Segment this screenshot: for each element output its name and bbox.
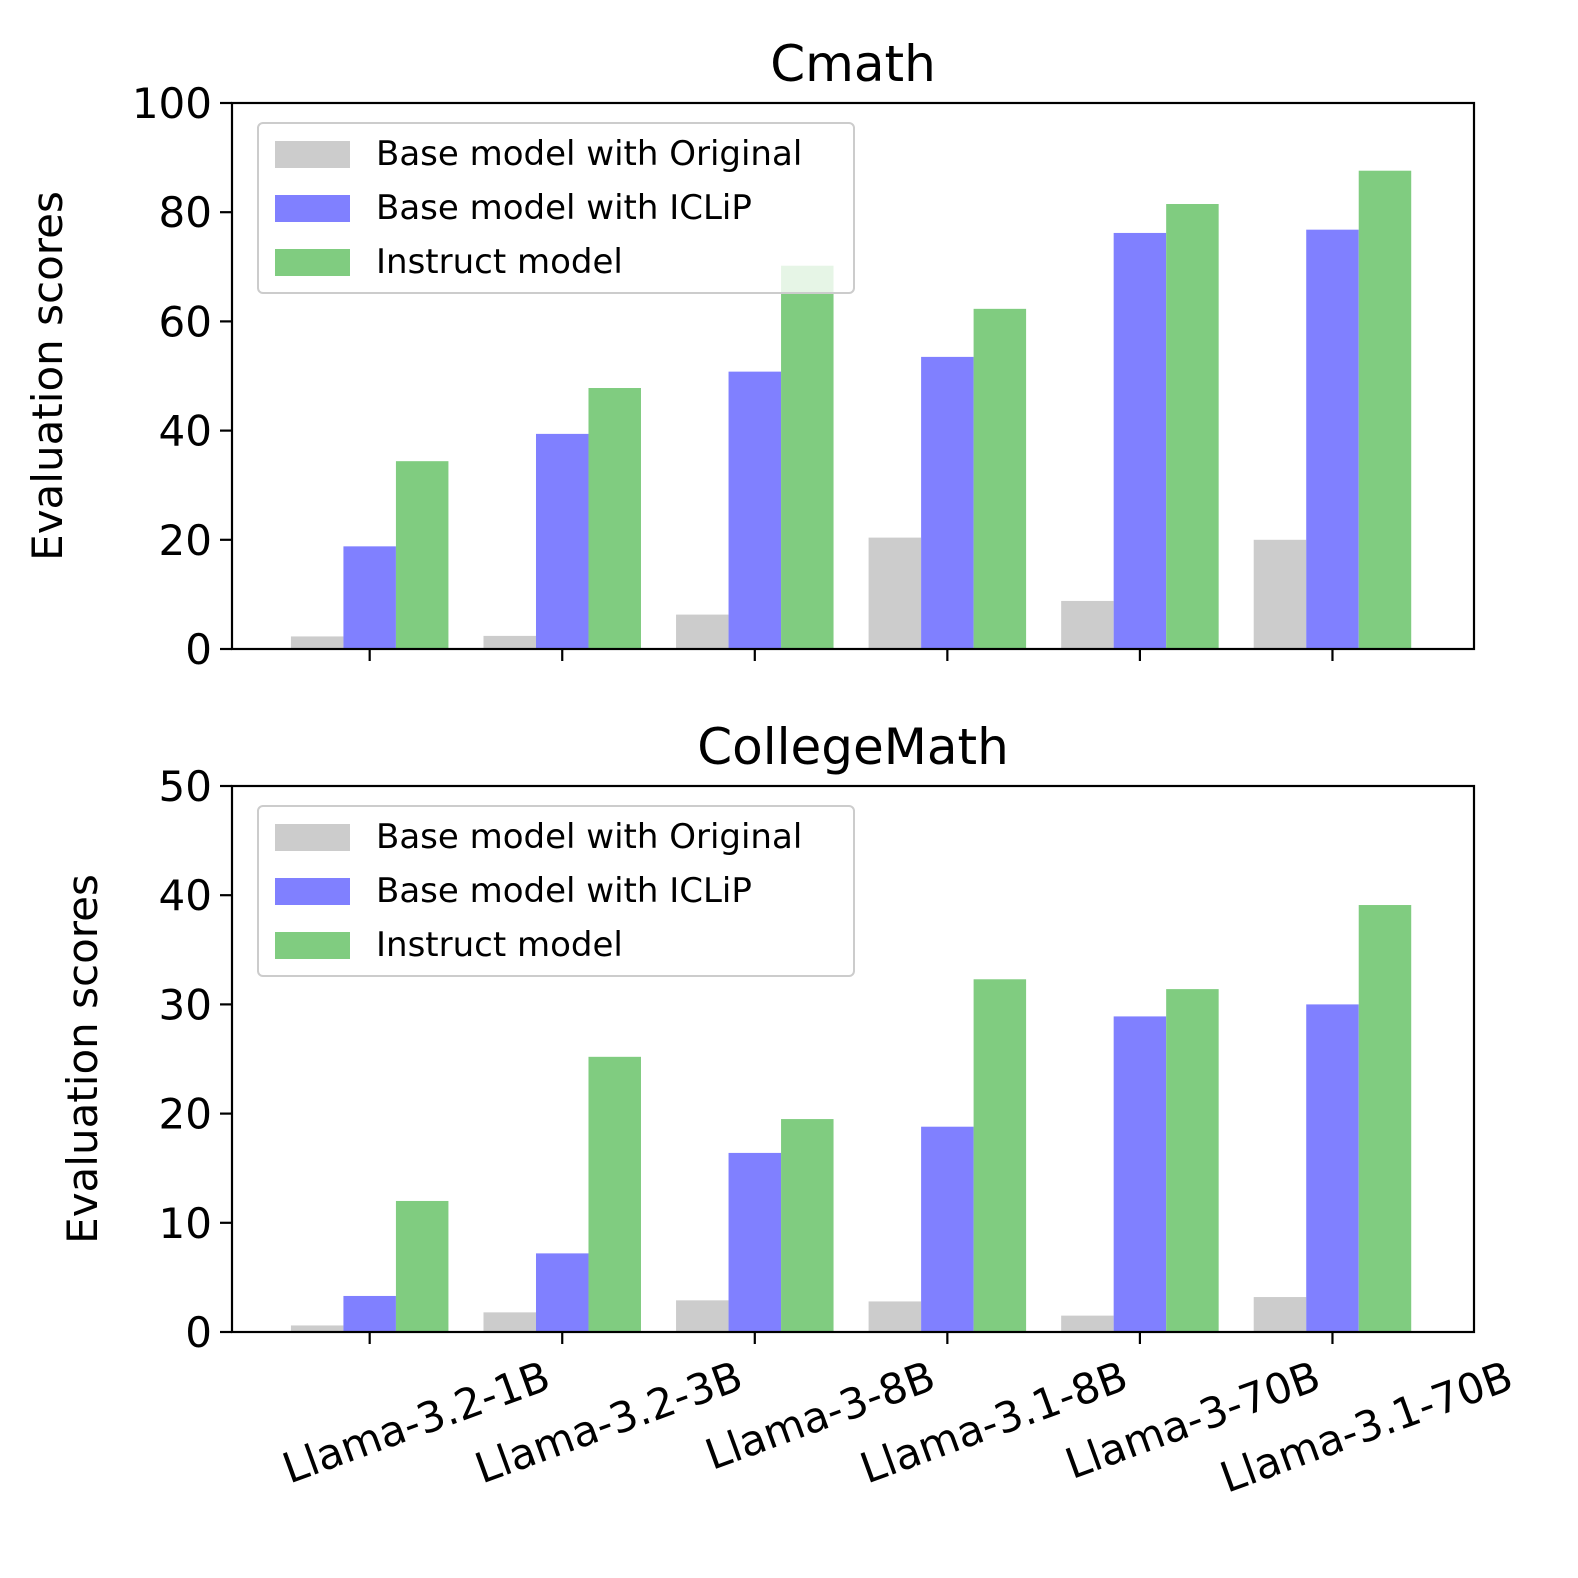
bar-base-model-with-original-llama-3-2-1b [290,636,344,649]
bar-base-model-with-iclip-llama-3-70b [1113,1016,1167,1332]
y-tick-label: 60 [159,297,212,346]
chart-title: CollegeMath [697,718,1009,776]
y-tick-label: 100 [132,79,212,128]
chart-0: Cmath Evaluation scores 0 20 40 60 80 100 Base m… [23,35,1476,674]
bar-base-model-with-original-llama-3-2-1b [290,1325,344,1332]
chart-title: Cmath [770,35,936,93]
legend-label: Base model with Original [376,134,802,174]
bar-instruct-model-llama-3-2-1b [395,1200,449,1332]
y-tick-label: 30 [159,980,212,1029]
bar-base-model-with-original-llama-3-1-70b [1253,1297,1307,1332]
bar-base-model-with-iclip-llama-3-1-70b [1306,229,1359,649]
bar-base-model-with-iclip-llama-3-1-70b [1306,1004,1359,1332]
bar-instruct-model-llama-3-1-70b [1358,905,1412,1332]
bar-instruct-model-llama-3-1-8b [973,979,1027,1332]
bar-base-model-with-iclip-llama-3-70b [1113,232,1167,649]
legend-swatch [275,249,350,276]
bar-base-model-with-original-llama-3-1-70b [1253,539,1307,649]
bar-instruct-model-llama-3-70b [1166,989,1219,1332]
legend-frame [257,122,855,294]
legend-label: Instruct model [376,925,623,965]
bar-base-model-with-original-llama-3-8b [676,1300,729,1332]
y-axis-label: Evaluation scores [58,874,107,1244]
bar-instruct-model-llama-3-2-3b [588,1056,641,1332]
legend-swatch [275,824,350,851]
bar-base-model-with-iclip-llama-3-1-8b [921,356,974,649]
legend-swatch [275,932,350,959]
y-tick-label: 10 [159,1199,212,1248]
bar-instruct-model-llama-3-2-3b [588,388,641,649]
y-tick-label: 40 [159,871,212,920]
legend-label: Base model with ICLiP [376,188,752,228]
bar-base-model-with-iclip-llama-3-2-1b [343,546,396,649]
legend: Base model with Original Base model with … [257,805,855,977]
y-tick-label: 50 [159,762,212,811]
bar-base-model-with-original-llama-3-70b [1061,600,1114,649]
legend-swatch [275,195,350,222]
bar-base-model-with-original-llama-3-70b [1061,1315,1114,1332]
bar-instruct-model-llama-3-70b [1166,204,1219,649]
bar-base-model-with-original-llama-3-1-8b [868,537,922,649]
bar-base-model-with-original-llama-3-8b [676,614,729,649]
axes-frame [230,784,1476,1334]
legend-label: Base model with Original [376,817,802,857]
bar-base-model-with-iclip-llama-3-8b [728,1152,782,1332]
bar-instruct-model-llama-3-8b [781,265,834,649]
y-tick-label: 40 [159,407,212,456]
bar-base-model-with-original-llama-3-2-3b [483,635,536,649]
y-tick-label: 80 [159,188,212,237]
bar-instruct-model-llama-3-1-8b [973,308,1027,649]
bar-instruct-model-llama-3-8b [781,1119,834,1332]
bar-base-model-with-iclip-llama-3-2-1b [343,1295,396,1332]
legend-label: Base model with ICLiP [376,871,752,911]
legend-swatch [275,141,350,168]
bar-base-model-with-original-llama-3-2-3b [483,1312,536,1332]
legend-frame [257,805,855,977]
bar-base-model-with-iclip-llama-3-2-3b [535,1253,589,1332]
bar-base-model-with-iclip-llama-3-1-8b [921,1126,974,1332]
bar-base-model-with-iclip-llama-3-8b [728,371,782,649]
y-tick-label: 20 [159,516,212,565]
y-axis-label: Evaluation scores [23,191,72,561]
bar-base-model-with-iclip-llama-3-2-3b [535,433,589,649]
y-tick-label: 0 [185,625,212,674]
legend-swatch [275,878,350,905]
bar-instruct-model-llama-3-2-1b [395,461,449,649]
legend: Base model with Original Base model with … [257,122,855,294]
axes-frame [230,101,1476,651]
bar-base-model-with-original-llama-3-1-8b [868,1301,922,1332]
legend-label: Instruct model [376,242,623,282]
y-tick-label: 0 [185,1308,212,1357]
bar-instruct-model-llama-3-1-70b [1358,170,1412,650]
y-tick-label: 20 [159,1090,212,1139]
